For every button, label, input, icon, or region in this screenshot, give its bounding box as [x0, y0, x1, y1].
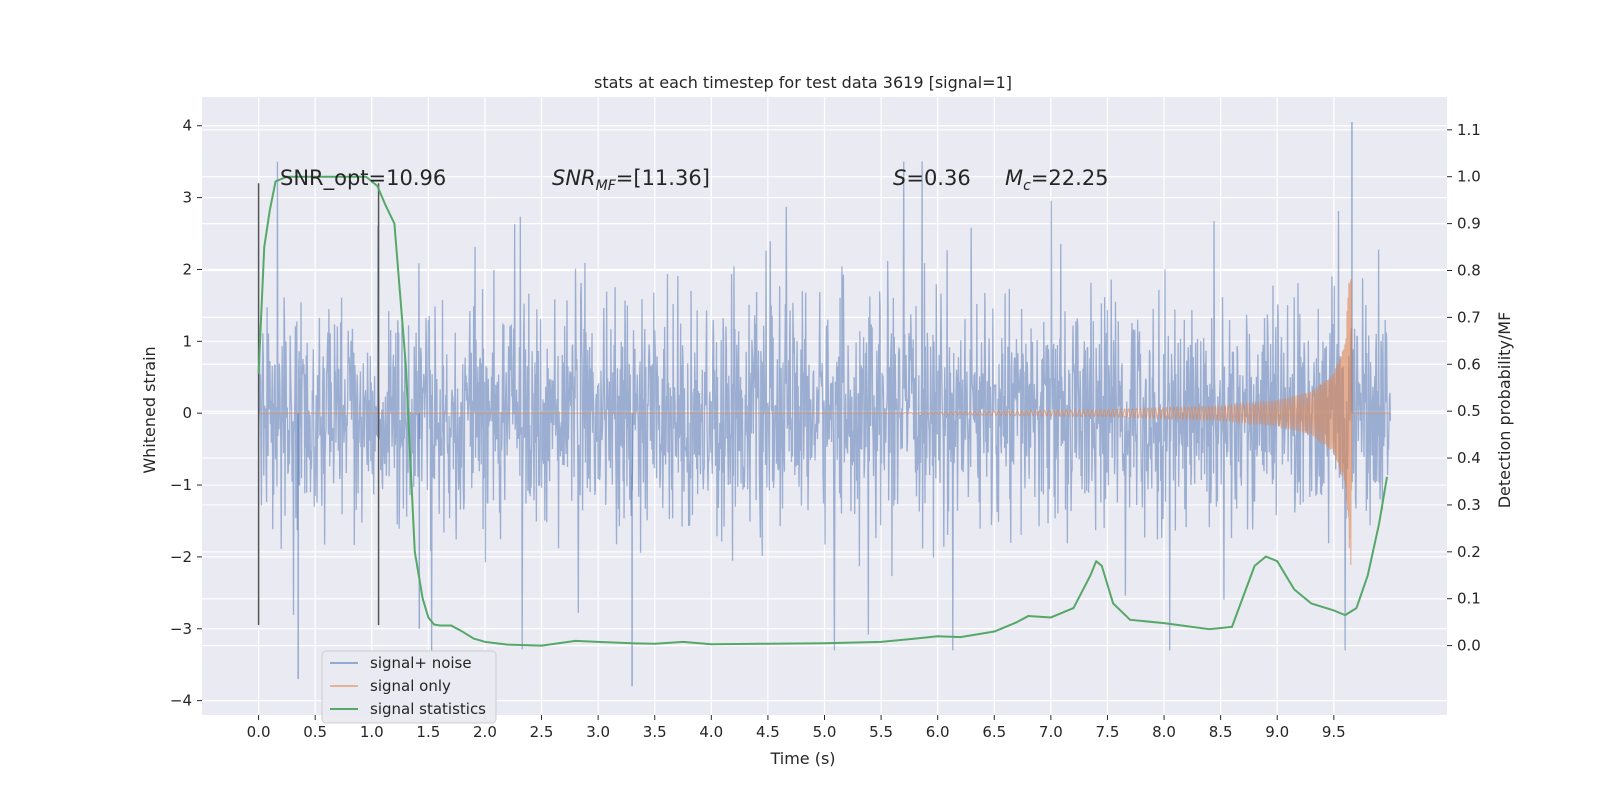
y2-tick-label: 0.0	[1457, 637, 1481, 655]
y2-tick-label: 1.0	[1457, 168, 1481, 186]
annotation-snr-mf: SNRMF=[11.36]	[552, 166, 710, 194]
y2-axis-ticks: 0.0 0.1 0.2 0.3 0.4 0.5 0.6 0.7 0.8 0.9 1.0 1.1	[1447, 121, 1481, 655]
y2-tick-label: 1.1	[1457, 121, 1481, 139]
series-signal-statistics	[257, 175, 1388, 647]
legend-label-signal-only: signal only	[370, 677, 451, 695]
y2-tick-label: 0.4	[1457, 449, 1481, 467]
y-axis-ticks: −4 −3 −2 −1 0 1 2 3 4	[170, 117, 202, 710]
annotation-snr-mf-subscript: MF	[596, 178, 617, 194]
y-tick-label: 0	[182, 404, 192, 422]
chart-title: stats at each timestep for test data 361…	[594, 73, 1012, 92]
annotation-mc: Mc=22.25	[1005, 166, 1109, 194]
x-tick-label: 4.5	[756, 723, 780, 741]
y-tick-label: −2	[170, 548, 192, 566]
x-tick-label: 9.5	[1322, 723, 1346, 741]
series-signal-only	[258, 278, 1391, 565]
x-tick-label: 5.0	[813, 723, 837, 741]
x-tick-label: 2.0	[473, 723, 497, 741]
plot-area	[257, 122, 1392, 687]
y2-tick-label: 0.8	[1457, 261, 1481, 279]
y2-tick-label: 0.1	[1457, 590, 1481, 608]
x-tick-label: 9.0	[1265, 723, 1289, 741]
y2-tick-label: 0.3	[1457, 496, 1481, 514]
x-tick-label: 7.5	[1096, 723, 1120, 741]
y-axis-label: Whitened strain	[140, 346, 159, 473]
x-tick-label: 4.0	[699, 723, 723, 741]
x-axis-ticks: 0.0 0.5 1.0 1.5 2.0 2.5 3.0 3.5 4.0 4.5 5.0 5.5 6.0 6…	[247, 715, 1346, 741]
annotation-snr-opt: SNR_opt=10.96	[280, 166, 446, 191]
x-tick-label: 5.5	[869, 723, 893, 741]
y-tick-label: 1	[182, 332, 192, 350]
x-tick-label: 1.5	[416, 723, 440, 741]
y-tick-label: 3	[182, 189, 192, 207]
y2-tick-label: 0.5	[1457, 402, 1481, 420]
x-tick-label: 2.5	[530, 723, 554, 741]
x-tick-label: 8.0	[1152, 723, 1176, 741]
x-axis-label: Time (s)	[769, 749, 835, 768]
y2-axis-label: Detection probability/MF	[1495, 312, 1514, 509]
legend-label-signal-statistics: signal statistics	[370, 700, 486, 718]
annotation-snr-mf-symbol: SNR	[552, 166, 596, 190]
x-tick-label: 0.0	[247, 723, 271, 741]
y2-tick-label: 0.7	[1457, 308, 1481, 326]
x-tick-label: 3.0	[586, 723, 610, 741]
x-tick-label: 3.5	[643, 723, 667, 741]
annotation-mc-symbol: M	[1005, 166, 1023, 190]
annotation-s-symbol: S	[893, 166, 906, 190]
y-tick-label: −1	[170, 476, 192, 494]
y2-tick-label: 0.9	[1457, 215, 1481, 233]
legend: signal+ noise signal only signal statist…	[321, 650, 497, 724]
annotation-mc-subscript: c	[1023, 178, 1031, 194]
annotation-s: S=0.36	[893, 166, 971, 190]
y-tick-label: −4	[170, 692, 192, 710]
x-tick-label: 8.5	[1209, 723, 1233, 741]
y2-tick-label: 0.2	[1457, 543, 1481, 561]
x-tick-label: 6.0	[926, 723, 950, 741]
legend-box	[321, 650, 497, 724]
legend-label-signal-noise: signal+ noise	[370, 654, 472, 672]
y-tick-label: 4	[182, 117, 192, 135]
annotation-mc-value: =22.25	[1031, 166, 1109, 190]
y2-tick-label: 0.6	[1457, 355, 1481, 373]
y-tick-label: −3	[170, 620, 192, 638]
x-tick-label: 7.0	[1039, 723, 1063, 741]
x-tick-label: 0.5	[303, 723, 327, 741]
annotation-snr-mf-value: =[11.36]	[616, 166, 710, 190]
y-tick-label: 2	[182, 260, 192, 278]
annotation-s-value: =0.36	[906, 166, 970, 190]
x-tick-label: 1.0	[360, 723, 384, 741]
x-tick-label: 6.5	[982, 723, 1006, 741]
